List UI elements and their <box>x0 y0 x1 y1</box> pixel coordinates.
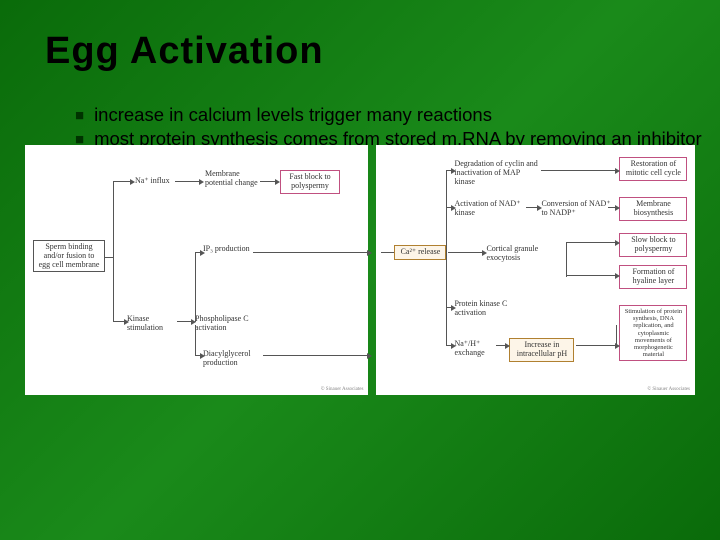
stimulation-box: Stimulation of protein synthesis, DNA re… <box>619 305 687 361</box>
egg-activation-pathway-right: Degradation of cyclin and inactivation o… <box>376 145 695 395</box>
ip3-label: IP₃ production <box>203 245 253 254</box>
list-item: ■ increase in calcium levels trigger man… <box>75 103 720 127</box>
nah-label: Na⁺/H⁺ exchange <box>454 340 504 358</box>
start-box: Sperm binding and/or fusion to egg cell … <box>33 240 105 272</box>
restoration-box: Restoration of mitotic cell cycle <box>619 157 687 181</box>
hyaline-box: Formation of hyaline layer <box>619 265 687 289</box>
pkc-label: Protein kinase C activation <box>454 300 524 318</box>
na-influx-label: Na⁺ influx <box>135 177 170 186</box>
bullet-icon: ■ <box>75 106 84 127</box>
dag-label: Diacylglycerol production <box>203 350 263 368</box>
slide-title: Egg Activation <box>0 0 720 73</box>
cortical-label: Cortical granule exocytosis <box>486 245 561 263</box>
nadp-label: Conversion of NAD⁺ to NADP⁺ <box>541 200 611 218</box>
ph-box: Increase in intracellular pH <box>509 338 574 362</box>
nad-kinase-label: Activation of NAD⁺ kinase <box>454 200 524 218</box>
diagram-panels: Sperm binding and/or fusion to egg cell … <box>0 145 720 395</box>
slow-block-box: Slow block to polyspermy <box>619 233 687 257</box>
membrane-potential-label: Membrane potential change <box>205 170 260 188</box>
degradation-label: Degradation of cyclin and inactivation o… <box>454 160 539 186</box>
bullet-list: ■ increase in calcium levels trigger man… <box>0 73 720 151</box>
figure-credit: © Sinauer Associates <box>647 387 690 392</box>
ca-release-box: Ca²⁺ release <box>394 245 446 260</box>
bullet-text: increase in calcium levels trigger many … <box>94 103 492 127</box>
figure-credit: © Sinauer Associates <box>321 387 364 392</box>
membrane-bio-box: Membrane biosynthesis <box>619 197 687 221</box>
plc-label: Phospholipase C activation <box>195 315 265 333</box>
egg-activation-pathway-left: Sperm binding and/or fusion to egg cell … <box>25 145 368 395</box>
kinase-stim-label: Kinase stimulation <box>127 315 177 333</box>
fast-block-box: Fast block to polyspermy <box>280 170 340 194</box>
